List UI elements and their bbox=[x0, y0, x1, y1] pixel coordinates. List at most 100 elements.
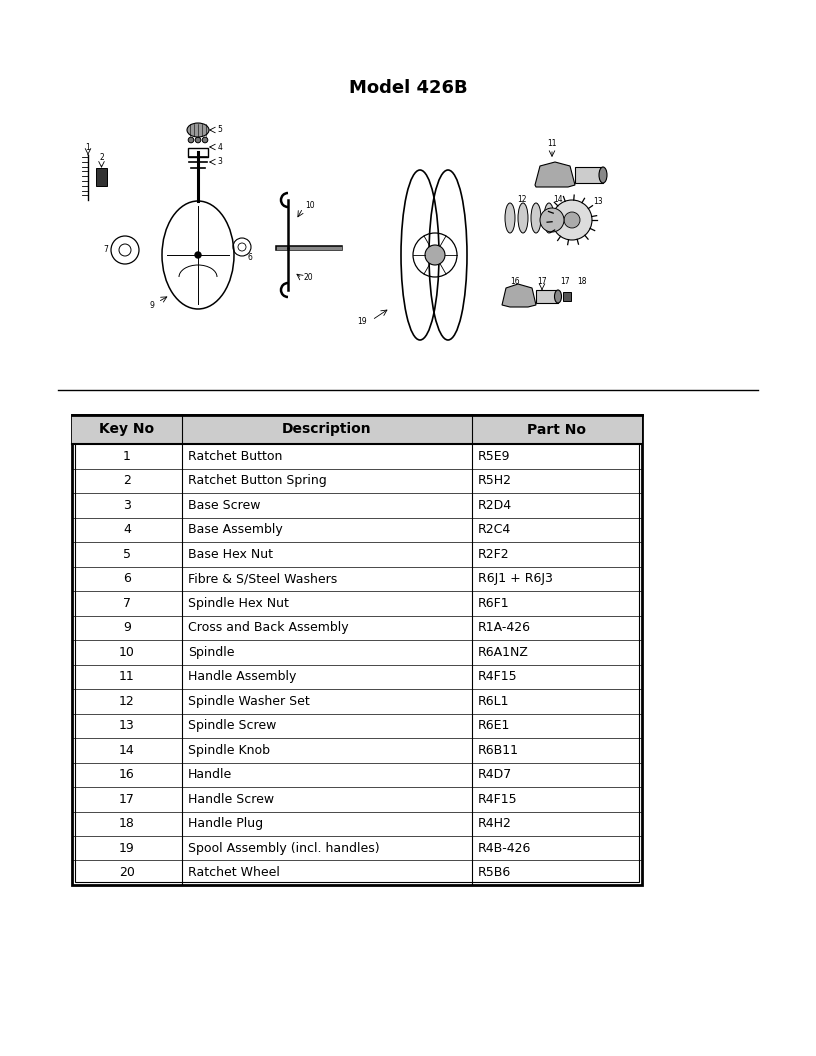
Text: R5E9: R5E9 bbox=[478, 450, 511, 463]
Bar bbox=[96, 168, 107, 186]
Ellipse shape bbox=[599, 167, 607, 183]
Text: 17: 17 bbox=[561, 278, 570, 286]
Text: Base Assembly: Base Assembly bbox=[188, 524, 283, 536]
Text: 7: 7 bbox=[104, 245, 109, 254]
Text: Ratchet Button Spring: Ratchet Button Spring bbox=[188, 474, 326, 487]
Text: Ratchet Wheel: Ratchet Wheel bbox=[188, 866, 280, 880]
Text: 12: 12 bbox=[517, 194, 527, 204]
Text: 10: 10 bbox=[305, 201, 315, 209]
Text: Handle Screw: Handle Screw bbox=[188, 793, 274, 806]
Text: Key No: Key No bbox=[100, 422, 154, 436]
Text: 10: 10 bbox=[119, 646, 135, 659]
Text: 6: 6 bbox=[123, 572, 131, 585]
Text: 9: 9 bbox=[149, 301, 154, 309]
Text: 13: 13 bbox=[593, 197, 603, 207]
Text: 19: 19 bbox=[357, 318, 367, 326]
Text: R2C4: R2C4 bbox=[478, 524, 512, 536]
Bar bbox=[536, 290, 558, 303]
Text: 14: 14 bbox=[553, 194, 563, 204]
Text: Spindle Screw: Spindle Screw bbox=[188, 719, 277, 732]
Text: Spindle: Spindle bbox=[188, 646, 234, 659]
Circle shape bbox=[425, 245, 445, 265]
Text: 3: 3 bbox=[123, 498, 131, 512]
Polygon shape bbox=[502, 284, 536, 307]
Text: R2D4: R2D4 bbox=[478, 498, 512, 512]
Bar bbox=[563, 293, 571, 301]
Text: Spindle Washer Set: Spindle Washer Set bbox=[188, 695, 310, 708]
Text: 13: 13 bbox=[119, 719, 135, 732]
Text: 12: 12 bbox=[119, 695, 135, 708]
Text: R6J1 + R6J3: R6J1 + R6J3 bbox=[478, 572, 553, 585]
Ellipse shape bbox=[544, 203, 554, 233]
Circle shape bbox=[202, 137, 208, 143]
Bar bbox=[188, 148, 208, 157]
Text: Model 426B: Model 426B bbox=[348, 79, 468, 97]
Text: 4: 4 bbox=[123, 524, 131, 536]
Text: R6A1NZ: R6A1NZ bbox=[478, 646, 529, 659]
Text: 17: 17 bbox=[119, 793, 135, 806]
Circle shape bbox=[564, 212, 580, 228]
Circle shape bbox=[552, 200, 592, 240]
Text: R5H2: R5H2 bbox=[478, 474, 512, 487]
Text: 16: 16 bbox=[119, 769, 135, 781]
Text: R6F1: R6F1 bbox=[478, 597, 510, 609]
Text: Handle: Handle bbox=[188, 769, 233, 781]
Circle shape bbox=[540, 208, 564, 232]
Text: Base Screw: Base Screw bbox=[188, 498, 260, 512]
Text: Spindle Knob: Spindle Knob bbox=[188, 743, 270, 757]
Text: 18: 18 bbox=[577, 278, 587, 286]
Circle shape bbox=[195, 137, 201, 143]
Text: 11: 11 bbox=[119, 671, 135, 683]
Polygon shape bbox=[535, 162, 575, 187]
Text: 20: 20 bbox=[304, 274, 313, 283]
Ellipse shape bbox=[555, 290, 561, 303]
Text: Handle Plug: Handle Plug bbox=[188, 817, 263, 830]
Text: R1A-426: R1A-426 bbox=[478, 621, 531, 635]
Text: R6E1: R6E1 bbox=[478, 719, 510, 732]
Text: 11: 11 bbox=[548, 139, 557, 149]
Text: 3: 3 bbox=[218, 157, 223, 167]
Text: 20: 20 bbox=[119, 866, 135, 880]
Text: R6L1: R6L1 bbox=[478, 695, 509, 708]
Circle shape bbox=[195, 252, 201, 258]
Text: 1: 1 bbox=[86, 144, 91, 152]
Bar bbox=[72, 415, 642, 444]
Text: Part No: Part No bbox=[527, 422, 587, 436]
Text: 2: 2 bbox=[99, 153, 104, 163]
Ellipse shape bbox=[518, 203, 528, 233]
Text: Ratchet Button: Ratchet Button bbox=[188, 450, 282, 463]
Text: 5: 5 bbox=[218, 126, 223, 134]
Text: 17: 17 bbox=[537, 278, 547, 286]
Bar bbox=[72, 415, 642, 885]
Text: R4F15: R4F15 bbox=[478, 793, 517, 806]
Text: 7: 7 bbox=[123, 597, 131, 609]
Text: Fibre & S/Steel Washers: Fibre & S/Steel Washers bbox=[188, 572, 337, 585]
Text: Cross and Back Assembly: Cross and Back Assembly bbox=[188, 621, 348, 635]
Text: R4F15: R4F15 bbox=[478, 671, 517, 683]
Bar bbox=[575, 167, 603, 183]
Text: 4: 4 bbox=[218, 143, 223, 151]
Text: R2F2: R2F2 bbox=[478, 548, 510, 561]
Ellipse shape bbox=[187, 122, 209, 137]
Bar bbox=[75, 418, 639, 882]
Text: R6B11: R6B11 bbox=[478, 743, 519, 757]
Text: R4H2: R4H2 bbox=[478, 817, 512, 830]
Text: 1: 1 bbox=[123, 450, 131, 463]
Text: Base Hex Nut: Base Hex Nut bbox=[188, 548, 273, 561]
Text: R5B6: R5B6 bbox=[478, 866, 512, 880]
Text: 19: 19 bbox=[119, 842, 135, 854]
Text: 9: 9 bbox=[123, 621, 131, 635]
Text: R4D7: R4D7 bbox=[478, 769, 512, 781]
Text: 18: 18 bbox=[119, 817, 135, 830]
Ellipse shape bbox=[505, 203, 515, 233]
Text: Handle Assembly: Handle Assembly bbox=[188, 671, 296, 683]
Ellipse shape bbox=[531, 203, 541, 233]
Text: Spindle Hex Nut: Spindle Hex Nut bbox=[188, 597, 289, 609]
Text: 6: 6 bbox=[247, 253, 252, 263]
Text: Spool Assembly (incl. handles): Spool Assembly (incl. handles) bbox=[188, 842, 379, 854]
Text: 2: 2 bbox=[123, 474, 131, 487]
Text: Description: Description bbox=[282, 422, 372, 436]
Text: 16: 16 bbox=[510, 278, 520, 286]
Circle shape bbox=[188, 137, 194, 143]
Text: 5: 5 bbox=[123, 548, 131, 561]
